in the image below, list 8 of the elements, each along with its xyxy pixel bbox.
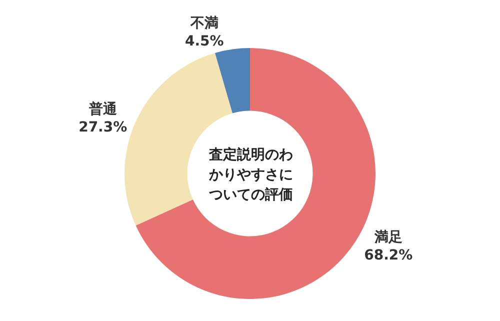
data-label: 27.3% — [78, 120, 128, 136]
slice-label: 普通 — [88, 100, 118, 118]
data-label: 4.5% — [184, 34, 224, 50]
slice-label: 不満 — [189, 15, 218, 32]
slice-label: 満足 — [373, 229, 402, 246]
text: 査定説明のわかりやすさについての評価 — [208, 146, 294, 205]
data-label: 68.2% — [364, 248, 413, 264]
donut-slice — [214, 48, 250, 114]
